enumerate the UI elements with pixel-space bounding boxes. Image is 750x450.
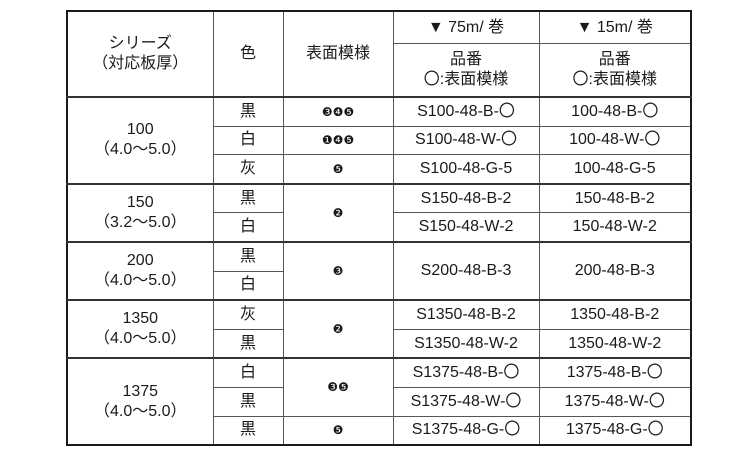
part-75-cell: S100-48-B-〇: [392, 95, 540, 127]
part-15-cell: 1375-48-B-〇: [538, 357, 692, 388]
color-cell: 黒: [212, 182, 284, 214]
part-75-cell: S1350-48-B-2: [392, 299, 540, 330]
series-cell: 200 （4.0〜5.0）: [66, 240, 214, 301]
part-75-cell: S1375-48-W-〇: [392, 386, 540, 417]
header-part-15: 品番 〇:表面模様: [538, 43, 692, 98]
color-cell: 黒: [212, 328, 284, 359]
header-15m: ▼ 15m/ 巻: [538, 10, 692, 44]
table-row: 黒 S1375-48-W-〇 1375-48-W-〇: [67, 386, 692, 417]
color-cell: 白: [212, 357, 284, 388]
pattern-cell: ❸❺: [282, 357, 394, 417]
part-75-cell: S1375-48-B-〇: [392, 357, 540, 388]
part-15-cell: 1375-48-G-〇: [538, 415, 692, 446]
pattern-cell: ❷: [282, 182, 394, 243]
pattern-cell: ❸❹❺: [282, 95, 394, 127]
color-cell: 黒: [212, 415, 284, 446]
color-cell: 白: [212, 270, 284, 301]
color-cell: 黒: [212, 95, 284, 127]
table-row: 白: [67, 270, 691, 301]
pattern-cell: ❸: [282, 240, 394, 301]
header-series: シリーズ （対応板厚）: [66, 10, 214, 98]
table-row: 100 （4.0〜5.0） 黒 ❸❹❺ S100-48-B-〇 100-48-B-…: [66, 95, 692, 185]
header-part-75: 品番 〇:表面模様: [392, 43, 540, 98]
color-cell: 灰: [212, 154, 284, 185]
part-15-cell: 100-48-G-5: [538, 154, 692, 185]
color-cell: 白: [212, 125, 284, 156]
product-table: シリーズ （対応板厚） 色 表面模様 ▼ 75m/ 巻 ▼ 15m/ 巻 品番 〇:…: [66, 10, 692, 447]
header-color: 色: [212, 10, 284, 98]
header-row: シリーズ （対応板厚） 色 表面模様 ▼ 75m/ 巻 ▼ 15m/ 巻: [66, 10, 692, 98]
part-75-cell: S150-48-W-2: [392, 212, 540, 243]
table-row: 白 ❶❹❺ S100-48-W-〇 100-48-W-〇: [67, 125, 692, 156]
part-75-cell: S100-48-W-〇: [392, 125, 540, 156]
series-cell: 100 （4.0〜5.0）: [66, 96, 214, 185]
part-75-cell: S200-48-B-3: [392, 240, 540, 301]
series-cell: 1375 （4.0〜5.0）: [66, 357, 214, 446]
pattern-cell: ❺: [282, 154, 394, 185]
table-row: 1375 （4.0〜5.0） 白 ❸❺ S1375-48-B-〇 1375-48-…: [66, 357, 692, 446]
pattern-cell: ❶❹❺: [282, 125, 394, 156]
pattern-cell: ❷: [282, 299, 394, 359]
part-15-cell: 150-48-B-2: [538, 182, 692, 214]
pattern-cell: ❺: [282, 415, 394, 446]
table-row: 1350 （4.0〜5.0） 灰 ❷ S1350-48-B-2 1350-48-B…: [66, 299, 692, 359]
part-15-cell: 200-48-B-3: [538, 240, 692, 301]
table-row: 200 （4.0〜5.0） 黒 ❸ S200-48-B-3 200-48-B-3: [66, 240, 692, 301]
table-row: 灰 ❺ S100-48-G-5 100-48-G-5: [67, 154, 692, 185]
header-pattern: 表面模様: [282, 10, 394, 98]
part-75-cell: S150-48-B-2: [392, 182, 540, 214]
series-cell: 150 （3.2〜5.0）: [66, 182, 214, 243]
color-cell: 黒: [212, 386, 284, 417]
color-cell: 黒: [212, 240, 284, 272]
table-row: 黒 S1350-48-W-2 1350-48-W-2: [67, 328, 692, 359]
part-75-cell: S1375-48-G-〇: [392, 415, 540, 446]
color-cell: 灰: [212, 299, 284, 330]
series-cell: 1350 （4.0〜5.0）: [66, 299, 214, 359]
table-row: 150 （3.2〜5.0） 黒 ❷ S150-48-B-2 150-48-B-2: [66, 182, 692, 243]
table-row: 白 S150-48-W-2 150-48-W-2: [67, 212, 692, 243]
header-row-2: 品番 〇:表面模様 品番 〇:表面模様: [67, 43, 692, 98]
part-15-cell: 1375-48-W-〇: [538, 386, 692, 417]
part-15-cell: 100-48-B-〇: [538, 95, 692, 127]
part-75-cell: S1350-48-W-2: [392, 328, 540, 359]
part-15-cell: 1350-48-W-2: [538, 328, 692, 359]
table-row: 黒 ❺ S1375-48-G-〇 1375-48-G-〇: [67, 415, 692, 446]
part-15-cell: 1350-48-B-2: [538, 299, 692, 330]
color-cell: 白: [212, 212, 284, 243]
part-75-cell: S100-48-G-5: [392, 154, 540, 185]
part-15-cell: 100-48-W-〇: [538, 125, 692, 156]
part-15-cell: 150-48-W-2: [538, 212, 692, 243]
header-75m: ▼ 75m/ 巻: [392, 10, 540, 44]
